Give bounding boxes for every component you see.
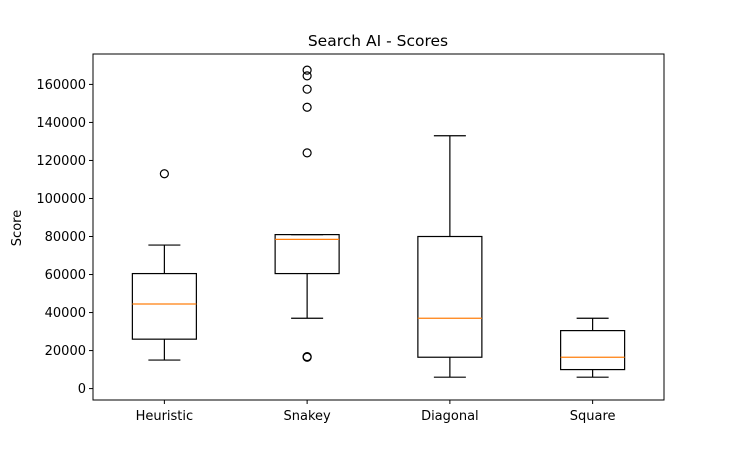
iqr-box (131, 272, 197, 340)
x-tick-label: Diagonal (421, 409, 479, 424)
outlier-point (302, 84, 312, 94)
y-tick-label: 100000 (36, 192, 86, 207)
box-group (131, 169, 197, 361)
outlier-point (302, 352, 312, 362)
y-tick-label: 80000 (45, 230, 86, 245)
y-axis-title: Score (10, 210, 25, 246)
y-axis: 0 20000 40000 60000 80000 100000 120000 140000 1… (36, 78, 93, 397)
x-tick-label: Heuristic (136, 409, 194, 424)
y-tick-label: 120000 (36, 154, 86, 169)
iqr-box (274, 234, 340, 275)
y-tick-label: 60000 (45, 268, 86, 283)
outlier-point (159, 169, 169, 179)
y-tick-label: 140000 (36, 116, 86, 131)
box-group (417, 135, 483, 378)
y-tick-label: 40000 (45, 306, 86, 321)
plot-area-frame (92, 53, 665, 401)
x-axis: Heuristic Snakey Diagonal Square (136, 400, 616, 424)
box-group (560, 317, 626, 378)
outlier-point (302, 148, 312, 158)
outlier-point (302, 71, 312, 81)
outlier-point (302, 65, 312, 75)
x-tick-label: Square (570, 409, 616, 424)
box-series (131, 65, 626, 378)
iqr-box (560, 330, 626, 371)
iqr-box (417, 235, 483, 358)
y-tick-label: 160000 (36, 78, 86, 93)
chart-title: Search AI - Scores (308, 32, 448, 50)
x-tick-label: Snakey (284, 409, 332, 424)
box-group (274, 65, 340, 362)
y-tick-label: 20000 (45, 344, 86, 359)
outlier-point (302, 102, 312, 112)
y-tick-label: 0 (78, 382, 86, 397)
